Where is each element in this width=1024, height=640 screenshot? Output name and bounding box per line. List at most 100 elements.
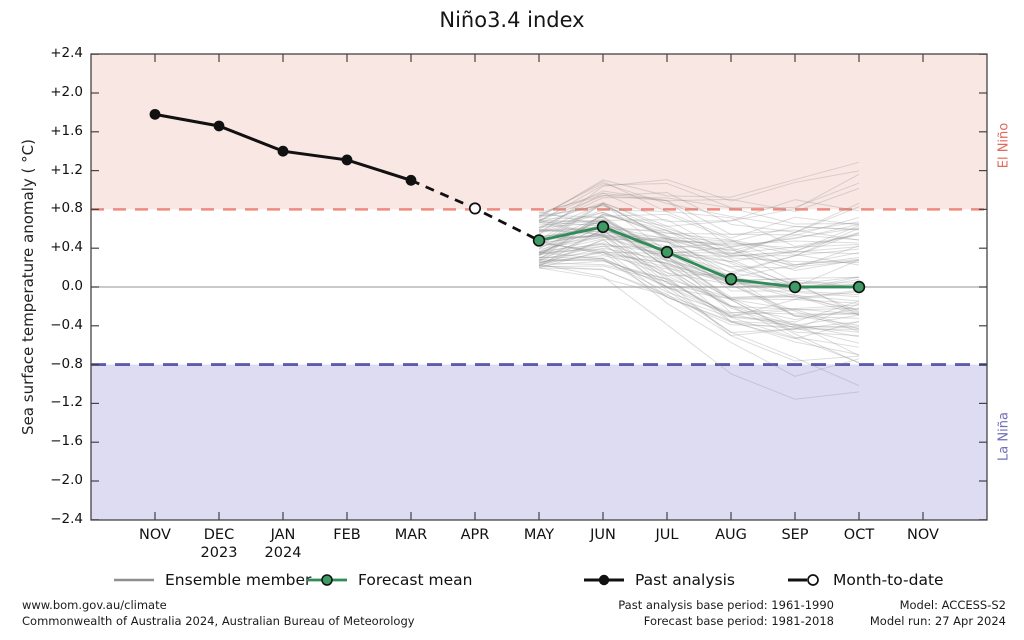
x-tick-label: NOV [139,527,171,543]
ensemble-member-line [538,242,860,299]
ensemble-member-line [538,219,860,282]
ensemble-member-line [538,232,860,289]
ensemble-member-line [538,247,860,298]
footer-site-url: www.bom.gov.au/climate [22,598,167,612]
forecast-mean-marker [724,273,738,286]
chart-title: Niño3.4 index [439,8,585,32]
y-tick-label: +0.4 [50,239,83,256]
ensemble-member-line [538,257,860,318]
ensemble-member-line [538,259,860,362]
y-tick-label: −1.2 [50,394,83,411]
past-analysis-line-icon [584,574,624,586]
ensemble-member-line [538,256,860,314]
ensemble-member-line [538,170,860,235]
footer-left: www.bom.gov.au/climate Commonwealth of A… [22,598,415,629]
ensemble-member-line [538,219,860,254]
past-analysis-marker [149,108,161,120]
ensemble-member-line [538,241,860,332]
x-tick-label: MAR [394,527,428,543]
ensemble-member-line [538,221,860,316]
month-to-date-marker [468,202,482,215]
legend-label-forecast-mean: Forecast mean [358,571,473,589]
y-tick-label: −0.4 [50,316,83,333]
ensemble-member-line [538,235,860,289]
ensemble-member-line [538,217,860,265]
past-analysis-marker [341,154,353,166]
ensemble-member-line [538,267,860,330]
past-analysis-marker [213,120,225,132]
forecast-mean-line-icon [307,574,347,586]
ensemble-member-line [538,205,860,291]
y-tick-label: 0.0 [61,278,83,294]
legend-item-ensemble: Ensemble member [112,567,311,593]
x-tick-label: JUL [655,527,679,543]
forecast-mean-line [538,225,859,289]
ensemble-member-line [538,265,860,336]
ensemble-member-line [538,219,860,334]
x-tick-label: JUN [590,527,616,543]
forecast-mean-marker [596,220,610,234]
ensemble-member-line [538,230,860,264]
x-tick-year-label: 2023 [200,545,238,561]
ensemble-member-line [538,215,860,257]
y-tick-label: +2.0 [50,84,83,100]
ensemble-member-line [538,192,860,222]
y-tick-label: −1.6 [50,433,83,450]
ensemble-member-line [538,209,860,248]
y-tick-label: +0.8 [50,200,83,217]
ensemble-member-line [538,242,860,377]
x-tick-year-label: 2024 [264,545,302,561]
ensemble-member-line [538,251,860,329]
ensemble-member-line [538,182,860,231]
la-nina-band [91,364,987,520]
ensemble-member-line [538,267,860,363]
legend-label-ensemble: Ensemble member [165,571,312,589]
ensemble-member-line [538,182,860,222]
ensemble-member-line [538,219,860,288]
y-tick-label: −2.4 [50,510,83,527]
x-tick-label: AUG [715,527,747,543]
past-analysis-marker [277,145,289,157]
footer-base-periods: Past analysis base period: 1961-1990 For… [500,598,834,629]
ensemble-member-line [538,190,860,241]
x-tick-label: NOV [907,527,939,543]
ensemble-member-line [538,227,860,254]
footer-copyright: Commonwealth of Australia 2024, Australi… [22,613,415,628]
forecast-mean-marker [532,234,546,247]
ensemble-member-line [538,220,860,302]
ensemble-member-line [538,229,860,326]
footer-model-info: Model: ACCESS-S2 Model run: 27 Apr 2024 [700,598,1006,629]
ensemble-member-line [538,222,860,344]
ensemble-member-line [538,202,860,257]
ensemble-member-line [538,211,860,257]
legend-item-forecast-mean: Forecast mean [305,567,472,593]
ensemble-member-line [538,251,860,262]
ensemble-member-line [538,202,860,247]
ensemble-member-line [538,250,860,338]
x-tick-label: MAY [523,527,555,543]
ensemble-member-line [538,218,860,266]
forecast-mean-marker [852,280,866,294]
ensemble-member-line [538,226,860,273]
x-tick-label: OCT [843,527,875,543]
ensemble-member-line [538,214,860,257]
legend-item-past-analysis: Past analysis [582,567,735,593]
ensemble-member-line [538,233,860,288]
ensemble-member-line [538,263,860,400]
y-tick-label: +1.6 [50,122,83,139]
ensemble-member-line [538,213,860,256]
ensemble-member-line [538,265,860,317]
past-analysis-marker [405,174,417,186]
ensemble-member-line [538,262,860,313]
ensemble-member-line [538,197,860,229]
footer-model-run: Model run: 27 Apr 2024 [869,613,1006,628]
ensemble-member-line [538,219,860,289]
ensemble-member-line [538,258,860,328]
ensemble-member-line [538,230,860,315]
legend-label-past-analysis: Past analysis [635,571,735,589]
legend-label-month-to-date: Month-to-date [833,571,944,589]
legend-item-month-to-date: Month-to-date [786,567,944,593]
ensemble-member-line [538,238,860,387]
ensemble-member-line [538,227,860,277]
